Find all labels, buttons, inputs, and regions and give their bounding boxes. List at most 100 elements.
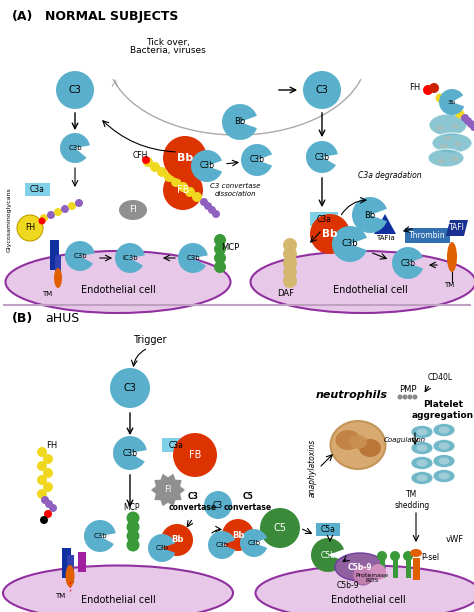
- Circle shape: [456, 110, 465, 119]
- Bar: [67, 555, 74, 583]
- Circle shape: [163, 136, 207, 180]
- Circle shape: [214, 234, 226, 246]
- Text: TM: TM: [42, 291, 52, 297]
- Circle shape: [204, 202, 212, 210]
- Text: Bb: Bb: [365, 211, 375, 220]
- Text: TM
shedding: TM shedding: [394, 490, 429, 510]
- Wedge shape: [352, 197, 387, 233]
- Ellipse shape: [437, 159, 445, 163]
- Circle shape: [127, 520, 139, 534]
- Text: FH: FH: [410, 83, 420, 92]
- Ellipse shape: [335, 553, 385, 581]
- Text: FB: FB: [177, 185, 189, 195]
- Text: Trigger: Trigger: [133, 335, 167, 345]
- Text: 3b: 3b: [448, 100, 456, 105]
- Text: C3b: C3b: [249, 155, 264, 165]
- Circle shape: [370, 564, 386, 580]
- Ellipse shape: [54, 268, 62, 288]
- Bar: [393, 558, 398, 578]
- Text: MCP: MCP: [124, 502, 140, 512]
- Text: vWF: vWF: [446, 536, 464, 545]
- Text: C3
convertase: C3 convertase: [169, 492, 217, 512]
- Circle shape: [37, 461, 47, 471]
- Circle shape: [17, 215, 43, 241]
- Wedge shape: [115, 243, 145, 273]
- Circle shape: [390, 551, 400, 561]
- Circle shape: [440, 97, 449, 106]
- Circle shape: [200, 198, 208, 206]
- Ellipse shape: [411, 441, 433, 455]
- Text: TAFIa: TAFIa: [375, 235, 394, 241]
- Circle shape: [402, 395, 408, 400]
- Text: Bb: Bb: [232, 531, 244, 540]
- Wedge shape: [240, 529, 267, 557]
- Wedge shape: [306, 141, 338, 173]
- Ellipse shape: [255, 565, 474, 612]
- Text: Endothelial cell: Endothelial cell: [333, 285, 407, 295]
- Circle shape: [173, 433, 217, 477]
- Bar: [25, 183, 50, 196]
- Circle shape: [56, 71, 94, 109]
- Circle shape: [143, 157, 153, 167]
- Bar: [62, 548, 71, 578]
- Text: Coagulation: Coagulation: [384, 437, 426, 443]
- Ellipse shape: [433, 455, 455, 468]
- Circle shape: [44, 510, 52, 518]
- Ellipse shape: [330, 421, 385, 469]
- Circle shape: [222, 519, 254, 551]
- Ellipse shape: [119, 200, 147, 220]
- Bar: [162, 438, 190, 452]
- Text: TM: TM: [444, 282, 454, 288]
- Circle shape: [68, 202, 76, 210]
- Circle shape: [142, 156, 150, 164]
- Ellipse shape: [417, 460, 428, 466]
- Circle shape: [403, 551, 413, 561]
- Ellipse shape: [444, 135, 452, 141]
- Circle shape: [461, 114, 469, 122]
- Text: CD40L: CD40L: [428, 373, 453, 382]
- Ellipse shape: [65, 565, 74, 587]
- Polygon shape: [151, 474, 185, 506]
- Circle shape: [161, 524, 193, 556]
- Ellipse shape: [447, 242, 457, 272]
- Circle shape: [54, 208, 62, 216]
- Ellipse shape: [451, 157, 459, 162]
- Circle shape: [43, 482, 53, 492]
- Polygon shape: [374, 214, 396, 234]
- Ellipse shape: [438, 442, 449, 449]
- Wedge shape: [392, 247, 423, 279]
- Circle shape: [398, 395, 402, 400]
- Text: C3b: C3b: [342, 239, 358, 248]
- Text: C3 convertase
dissociation: C3 convertase dissociation: [210, 184, 260, 196]
- Text: TM: TM: [55, 593, 65, 599]
- Circle shape: [157, 167, 167, 177]
- Ellipse shape: [6, 251, 230, 313]
- Text: PMP: PMP: [399, 386, 417, 395]
- Text: C5b: C5b: [320, 551, 336, 559]
- Ellipse shape: [433, 439, 455, 452]
- Text: Tick over,: Tick over,: [146, 37, 190, 47]
- Circle shape: [110, 368, 150, 408]
- Wedge shape: [60, 133, 90, 163]
- Circle shape: [127, 512, 139, 524]
- Text: C3b: C3b: [93, 533, 107, 539]
- Text: C3a: C3a: [317, 214, 331, 223]
- Text: Bb: Bb: [177, 153, 193, 163]
- Text: C3: C3: [316, 85, 328, 95]
- Ellipse shape: [250, 251, 474, 313]
- Text: C3: C3: [213, 501, 223, 510]
- Circle shape: [185, 187, 195, 197]
- Circle shape: [37, 489, 47, 499]
- Text: FB: FB: [189, 450, 201, 460]
- Ellipse shape: [417, 444, 428, 452]
- Circle shape: [450, 105, 459, 114]
- Text: (B): (B): [12, 312, 33, 325]
- Text: C5b-9: C5b-9: [348, 562, 372, 572]
- Text: C3b: C3b: [122, 449, 137, 458]
- Text: FI: FI: [164, 485, 172, 494]
- Wedge shape: [222, 104, 257, 140]
- Circle shape: [283, 256, 297, 270]
- Text: TAFI: TAFI: [449, 223, 465, 233]
- Bar: [50, 240, 59, 270]
- Wedge shape: [208, 531, 235, 559]
